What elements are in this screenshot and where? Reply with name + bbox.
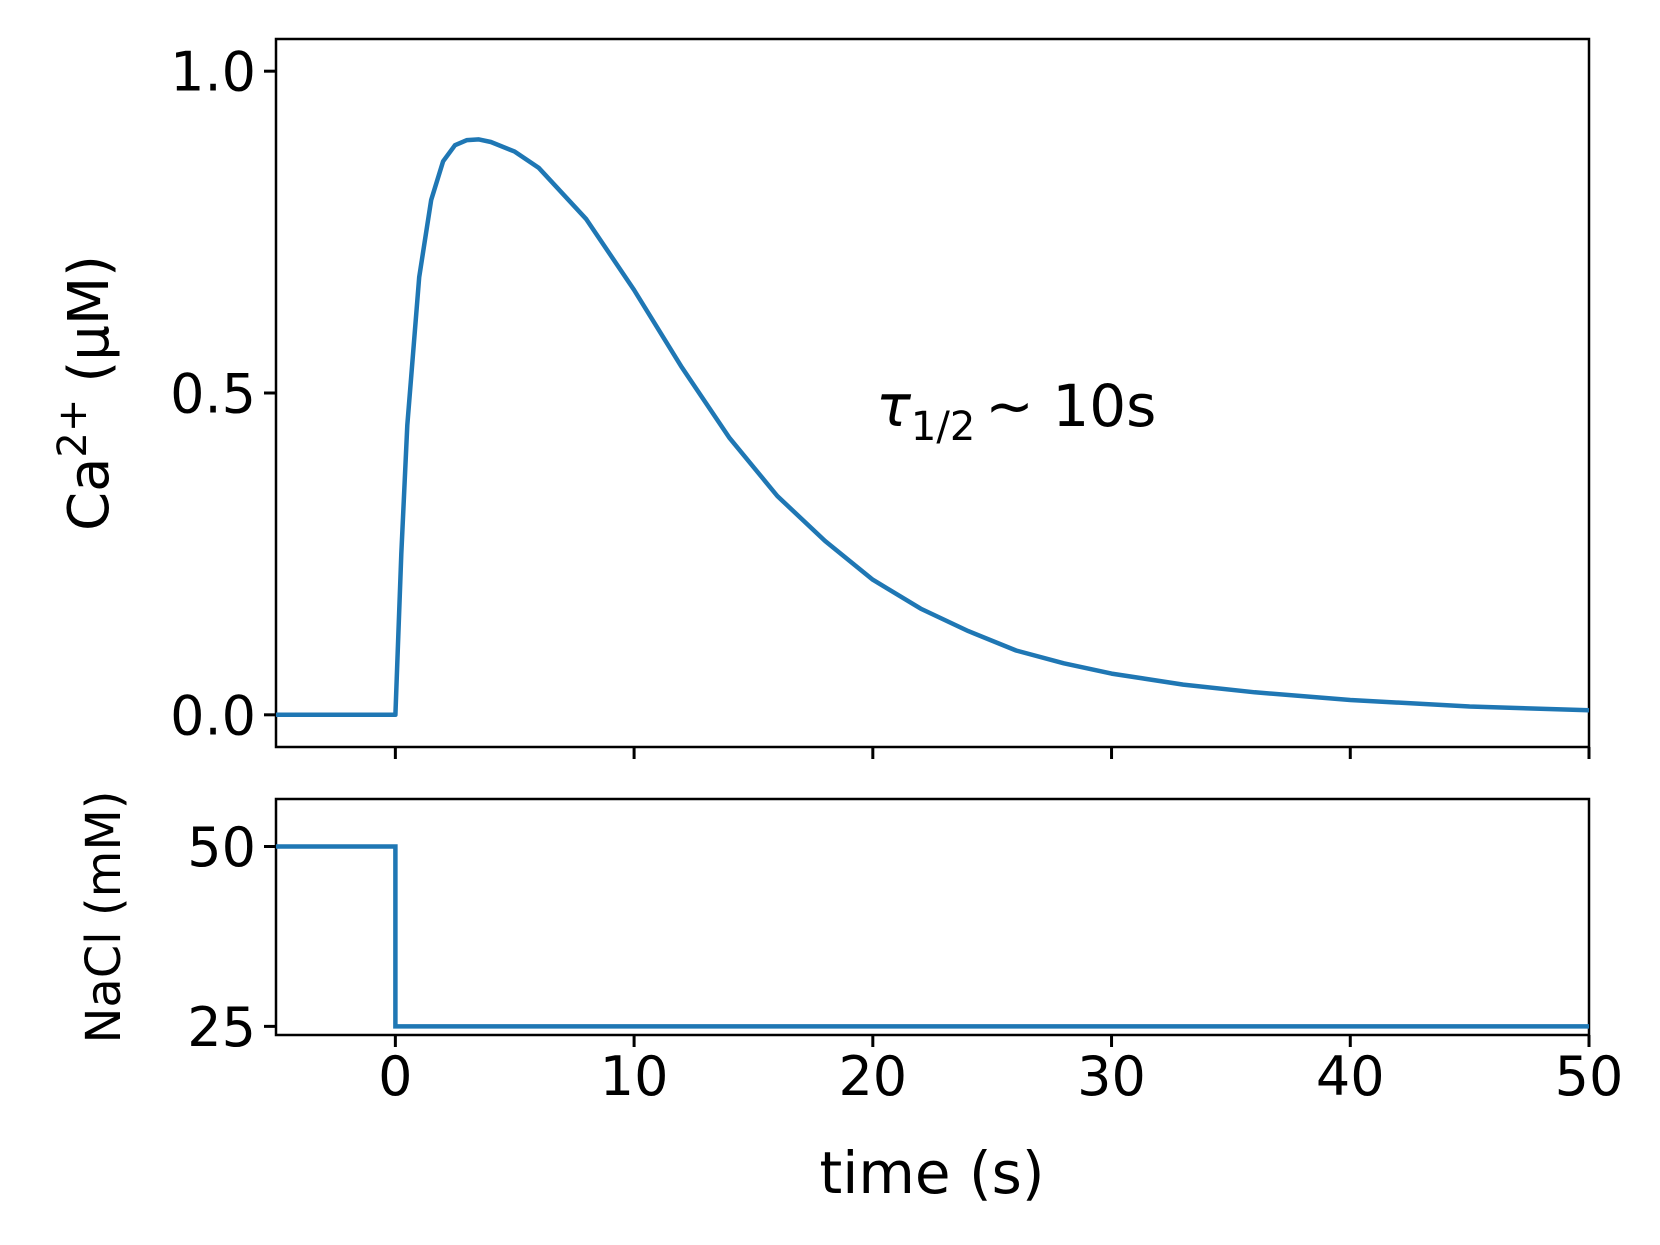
xtick-label: 40 xyxy=(1316,1045,1385,1108)
ytick-label: 25 xyxy=(187,996,256,1059)
top-axes-frame xyxy=(274,37,1591,749)
ytick-label: 0.0 xyxy=(170,684,256,747)
xtick-label: 0 xyxy=(378,1045,412,1108)
xtick-label: 30 xyxy=(1077,1045,1146,1108)
top-ylabel: Ca2+(μM) xyxy=(50,255,122,531)
top-xticks xyxy=(393,747,1591,759)
ytick-label: 50 xyxy=(187,816,256,879)
bottom-axes: 25 50 0 10 20 30 40 50 NaCl (mM) time (s) xyxy=(76,790,1623,1207)
ytick-label: 1.0 xyxy=(170,41,256,104)
xtick-label: 10 xyxy=(600,1045,669,1108)
tau-annotation: τ1/2 ~ 10s xyxy=(876,372,1156,450)
nacl-line xyxy=(276,844,1589,1029)
xtick-label: 50 xyxy=(1555,1045,1624,1108)
ytick-label: 0.5 xyxy=(170,362,256,425)
top-yticks: 0.0 0.5 1.0 xyxy=(170,41,276,747)
xlabel: time (s) xyxy=(820,1139,1045,1207)
bottom-ylabel: NaCl (mM) xyxy=(76,790,132,1043)
ca-line xyxy=(276,137,1590,718)
top-axes: 0.0 0.5 1.0 τ1/2 ~ 10s Ca2+(μM) xyxy=(50,37,1591,759)
bottom-yticks: 25 50 xyxy=(187,816,276,1059)
bottom-axes-frame xyxy=(274,797,1591,1037)
bottom-xticks: 0 10 20 30 40 50 xyxy=(378,1035,1623,1108)
xtick-label: 20 xyxy=(838,1045,907,1108)
